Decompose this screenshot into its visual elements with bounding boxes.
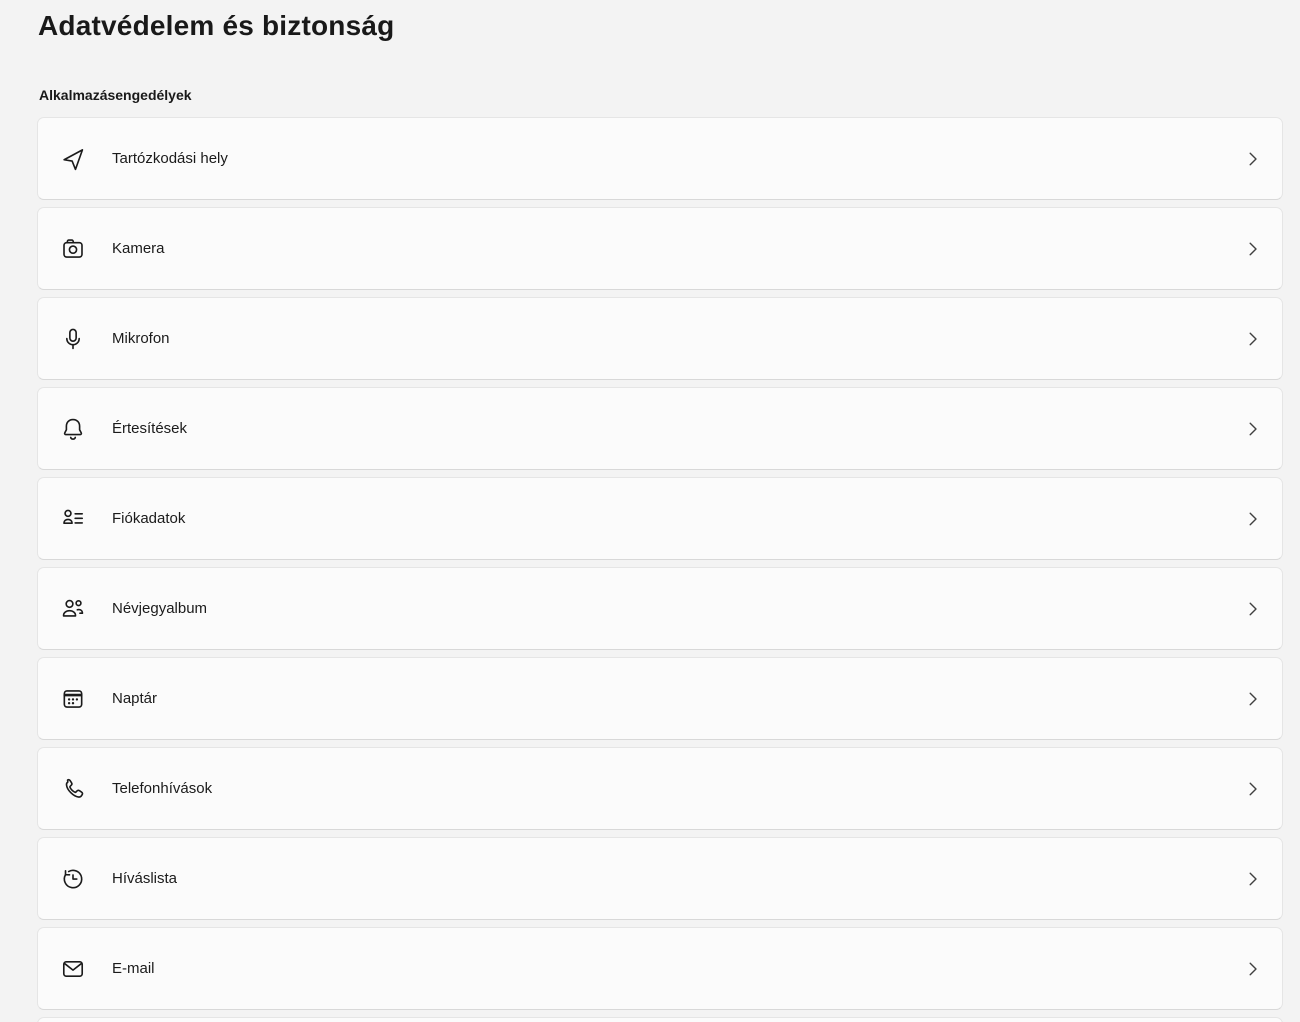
call-history-icon [60, 866, 86, 892]
location-icon [60, 146, 86, 172]
list-item-location[interactable]: Tartózkodási hely [37, 117, 1283, 200]
list-item-notifications[interactable]: Értesítések [37, 387, 1283, 470]
list-item-label: Értesítések [112, 420, 188, 437]
list-item-label: Híváslista [112, 870, 178, 887]
calendar-icon [60, 686, 86, 712]
list-item-partial[interactable] [37, 1017, 1283, 1022]
list-item-label: Fiókadatok [112, 510, 186, 527]
app-permissions-list: Tartózkodási hely Kamera Mikrofon Értesítés… [37, 117, 1283, 1022]
chevron-right-icon [1246, 331, 1260, 347]
section-label-app-permissions: Alkalmazásengedélyek [39, 87, 192, 103]
list-item-label: Tartózkodási hely [112, 150, 228, 167]
chevron-right-icon [1246, 691, 1260, 707]
list-item-microphone[interactable]: Mikrofon [37, 297, 1283, 380]
chevron-right-icon [1246, 241, 1260, 257]
list-item-label: Telefonhívások [112, 780, 213, 797]
account-info-icon [60, 506, 86, 532]
list-item-calendar[interactable]: Naptár [37, 657, 1283, 740]
page-title: Adatvédelem és biztonság [38, 10, 395, 41]
notifications-icon [60, 416, 86, 442]
list-item-call-history[interactable]: Híváslista [37, 837, 1283, 920]
list-item-label: Névjegyalbum [112, 600, 208, 617]
list-item-label: Kamera [112, 240, 165, 257]
email-icon [60, 956, 86, 982]
chevron-right-icon [1246, 511, 1260, 527]
chevron-right-icon [1246, 781, 1260, 797]
microphone-icon [60, 326, 86, 352]
list-item-phone-calls[interactable]: Telefonhívások [37, 747, 1283, 830]
chevron-right-icon [1246, 421, 1260, 437]
list-item-contacts[interactable]: Névjegyalbum [37, 567, 1283, 650]
chevron-right-icon [1246, 151, 1260, 167]
phone-calls-icon [60, 776, 86, 802]
list-item-label: Naptár [112, 690, 158, 707]
contacts-icon [60, 596, 86, 622]
list-item-email[interactable]: E-mail [37, 927, 1283, 1010]
list-item-label: E-mail [112, 960, 155, 977]
camera-icon [60, 236, 86, 262]
chevron-right-icon [1246, 871, 1260, 887]
list-item-account-info[interactable]: Fiókadatok [37, 477, 1283, 560]
list-item-label: Mikrofon [112, 330, 170, 347]
chevron-right-icon [1246, 961, 1260, 977]
list-item-camera[interactable]: Kamera [37, 207, 1283, 290]
chevron-right-icon [1246, 601, 1260, 617]
